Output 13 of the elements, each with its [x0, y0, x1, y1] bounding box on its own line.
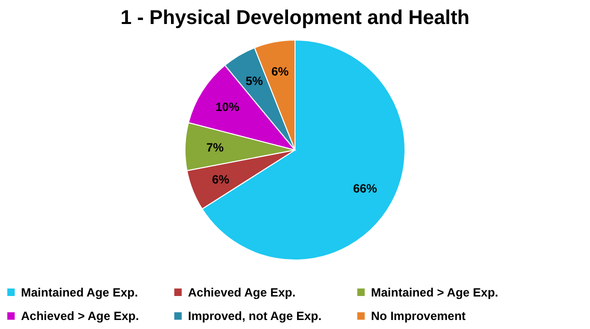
legend-label: Improved, not Age Exp.	[188, 309, 322, 323]
data-label: 5%	[246, 74, 264, 88]
data-label: 10%	[215, 100, 240, 114]
data-label: 66%	[353, 182, 378, 196]
data-label: 6%	[271, 64, 290, 78]
chart-title: 1 - Physical Development and Health	[120, 7, 470, 29]
legend-label: Achieved Age Exp.	[188, 285, 296, 300]
legend-label: Achieved > Age Exp.	[21, 309, 139, 323]
data-label: 6%	[212, 172, 230, 186]
legend-label: Maintained > Age Exp.	[371, 285, 498, 300]
data-label: 7%	[206, 140, 224, 154]
legend-label: No Improvement	[371, 309, 466, 323]
legend-label: Maintained Age Exp.	[21, 285, 138, 300]
